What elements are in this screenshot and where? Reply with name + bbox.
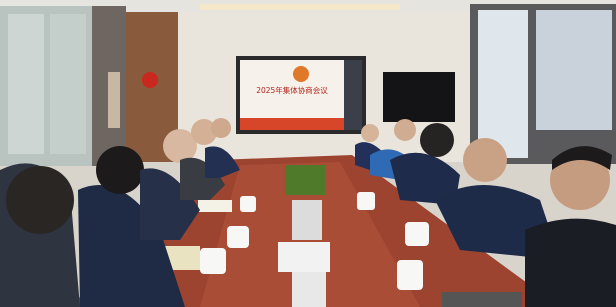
person-head [463,138,507,182]
screen-banner [240,118,344,130]
person-head [6,166,74,234]
cup [240,196,256,212]
window-pane [536,10,612,130]
person-head [211,118,231,138]
name-card [278,242,330,272]
meeting-photo: 2025年集体协商会议 [0,0,616,307]
document [292,272,326,307]
decoration [142,72,158,88]
cup [397,260,423,290]
emblem [293,66,309,82]
screen-title: 2025年集体协商会议 [256,85,328,95]
ceiling-light [200,4,400,10]
tv [383,72,455,122]
window-pane [8,14,44,154]
person-head [420,123,454,157]
notebook [198,200,232,212]
page: 2025年集体协商会议 [0,0,616,307]
window-pane [50,14,86,154]
window-pane [478,10,528,158]
plant [285,165,325,195]
person-head [394,119,416,141]
water-bottles [292,200,322,240]
laptop [442,292,522,307]
person-head [361,124,379,142]
cup [227,226,249,248]
person-head [96,146,144,194]
screen-side-panel [344,60,362,130]
cup [200,248,226,274]
cup [405,222,429,246]
wall-poster [108,72,120,128]
cup [357,192,375,210]
person [525,219,616,307]
